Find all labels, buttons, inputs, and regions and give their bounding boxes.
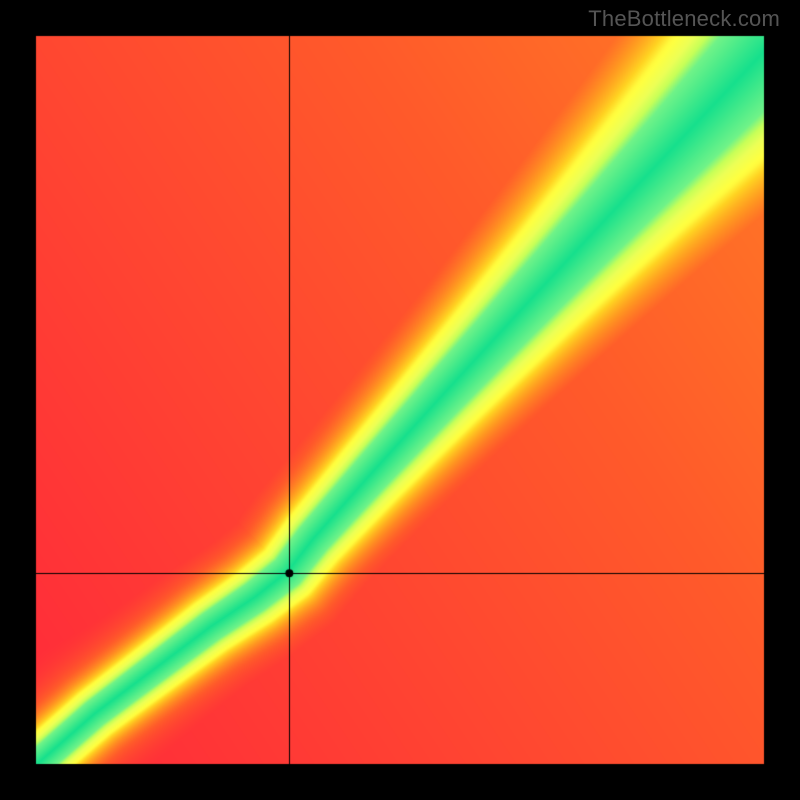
heatmap-canvas bbox=[0, 0, 800, 800]
watermark-text: TheBottleneck.com bbox=[588, 6, 780, 32]
